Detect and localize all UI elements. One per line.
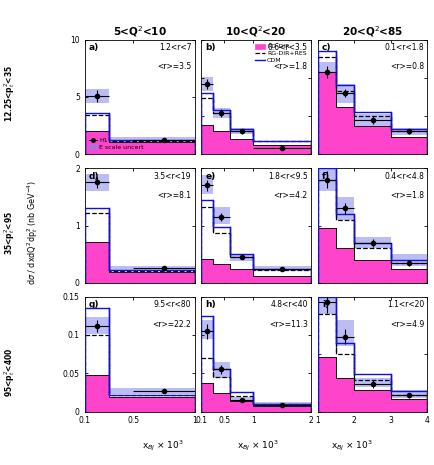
Text: <r>=3.5: <r>=3.5: [157, 62, 191, 72]
Text: <r>=1.8: <r>=1.8: [390, 191, 424, 200]
Text: i): i): [322, 300, 329, 309]
Text: <r>=4.9: <r>=4.9: [390, 319, 424, 329]
Text: 12.25<p$_t^2$<35: 12.25<p$_t^2$<35: [2, 64, 17, 122]
Text: x$_{Bj}$ $\times$ 10$^3$: x$_{Bj}$ $\times$ 10$^3$: [142, 439, 184, 453]
Text: <r>=0.8: <r>=0.8: [390, 62, 424, 72]
Text: <r>=1.8: <r>=1.8: [274, 62, 308, 72]
Text: 4.8<r<40: 4.8<r<40: [270, 300, 308, 309]
Text: 0.1<r<1.8: 0.1<r<1.8: [385, 43, 424, 52]
Text: x$_{Bj}$ $\times$ 10$^3$: x$_{Bj}$ $\times$ 10$^3$: [331, 439, 372, 453]
Text: 0.6<r<3.5: 0.6<r<3.5: [268, 43, 308, 52]
Text: <r>=4.2: <r>=4.2: [273, 191, 308, 200]
Title: 20<Q$^2$<85: 20<Q$^2$<85: [342, 24, 403, 39]
Text: <r>=8.1: <r>=8.1: [157, 191, 191, 200]
Text: 1.8<r<9.5: 1.8<r<9.5: [268, 172, 308, 180]
Legend: RG-DIR, RG-DIR+RES, CDM: RG-DIR, RG-DIR+RES, CDM: [254, 43, 308, 64]
Legend: H1, E scale uncert: H1, E scale uncert: [88, 136, 145, 151]
Text: 35<p$_t^2$<95: 35<p$_t^2$<95: [2, 211, 17, 254]
Text: 3.5<r<19: 3.5<r<19: [154, 172, 191, 180]
Text: x$_{Bj}$ $\times$ 10$^3$: x$_{Bj}$ $\times$ 10$^3$: [237, 439, 279, 453]
Text: d): d): [89, 172, 99, 180]
Text: 9.5<r<80: 9.5<r<80: [154, 300, 191, 309]
Text: 95<p$_t^2$<400: 95<p$_t^2$<400: [2, 347, 17, 397]
Text: c): c): [322, 43, 332, 52]
Text: g): g): [89, 300, 99, 309]
Title: 5<Q$^2$<10: 5<Q$^2$<10: [113, 24, 167, 39]
Text: 1.2<r<7: 1.2<r<7: [159, 43, 191, 52]
Text: <r>=22.2: <r>=22.2: [152, 319, 191, 329]
Text: d$\sigma$ / dxdQ$^2$dp$_t^2$ (nb GeV$^{-4}$): d$\sigma$ / dxdQ$^2$dp$_t^2$ (nb GeV$^{-…: [25, 180, 40, 285]
Text: h): h): [206, 300, 216, 309]
Text: e): e): [206, 172, 216, 180]
Text: 1.1<r<20: 1.1<r<20: [387, 300, 424, 309]
Text: b): b): [206, 43, 216, 52]
Text: 0.4<r<4.8: 0.4<r<4.8: [385, 172, 424, 180]
Title: 10<Q$^2$<20: 10<Q$^2$<20: [225, 24, 287, 39]
Text: <r>=11.3: <r>=11.3: [269, 319, 308, 329]
Text: f): f): [322, 172, 330, 180]
Text: a): a): [89, 43, 99, 52]
